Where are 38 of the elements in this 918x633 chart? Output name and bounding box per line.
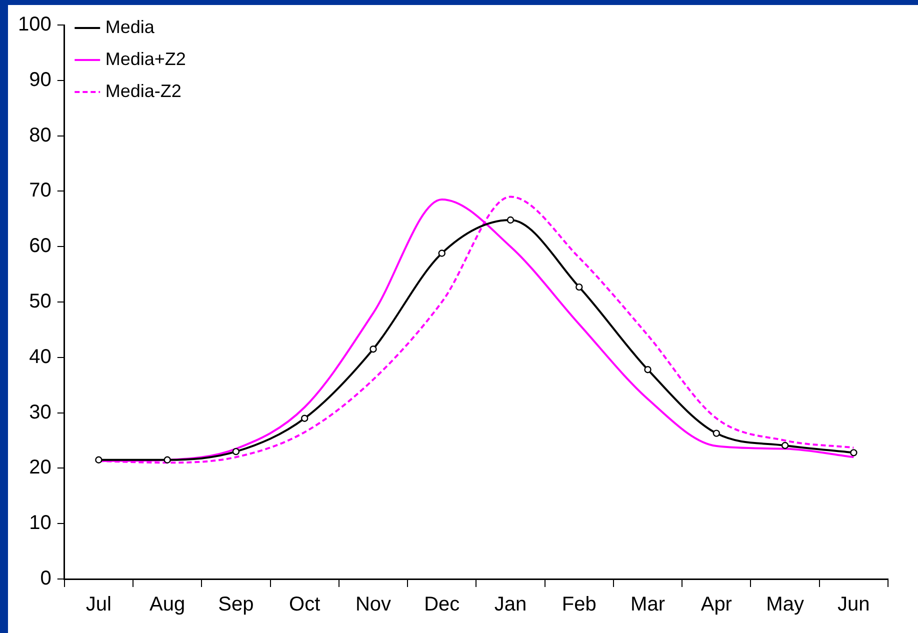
point	[370, 345, 377, 353]
legend-label: Media-Z2	[105, 80, 182, 101]
point	[644, 366, 652, 374]
x-tick-label: Dec	[424, 594, 460, 616]
point	[95, 456, 102, 464]
legend-label: Media	[105, 16, 156, 37]
y-tick-label: 10	[29, 512, 52, 534]
y-tick-label: 50	[29, 290, 52, 313]
x-tick-label: Jun	[838, 594, 870, 616]
x-tick-label: Oct	[289, 594, 321, 616]
y-tick-label: 100	[18, 14, 52, 36]
x-tick-label: Apr	[700, 594, 732, 616]
point	[781, 442, 789, 450]
point	[438, 250, 446, 257]
point	[850, 449, 858, 456]
point	[712, 430, 720, 437]
x-tick-label: Mar	[630, 594, 666, 616]
x-tick-label: May	[766, 594, 804, 616]
y-tick-label: 80	[29, 124, 52, 146]
y-tick-label: 40	[29, 346, 52, 368]
x-tick-label: Jul	[86, 594, 112, 616]
x-tick-label: Aug	[150, 594, 186, 616]
x-tick-label: Nov	[355, 594, 392, 616]
y-tick-label: 30	[29, 401, 52, 424]
legend-label: Media+Z2	[105, 48, 186, 69]
point	[576, 283, 583, 291]
y-tick-label: 60	[29, 235, 52, 258]
y-tick-label: 0	[40, 568, 52, 590]
x-tick-label: Jan	[494, 594, 527, 616]
point	[164, 456, 171, 464]
point	[300, 414, 308, 422]
y-tick-label: 70	[29, 180, 52, 202]
y-tick-label: 90	[29, 68, 52, 91]
y-tick-label: 20	[29, 456, 52, 479]
point	[232, 448, 240, 456]
x-tick-label: Feb	[562, 594, 596, 616]
x-tick-label: Sep	[218, 594, 254, 616]
point	[506, 216, 514, 224]
